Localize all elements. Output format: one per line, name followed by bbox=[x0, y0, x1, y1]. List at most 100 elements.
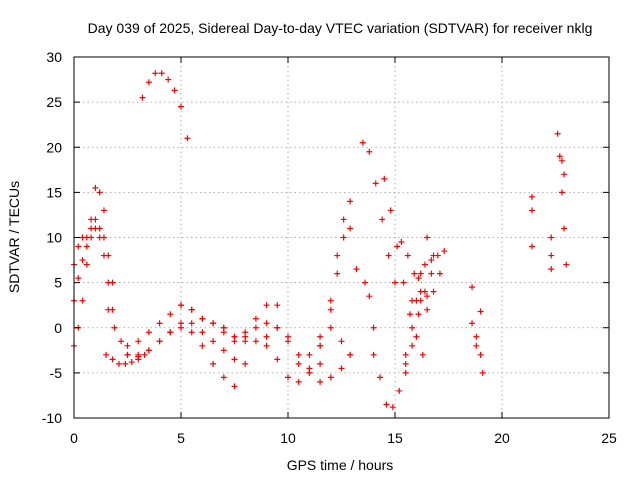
data-point bbox=[400, 279, 407, 286]
data-point bbox=[242, 360, 249, 367]
data-point bbox=[385, 252, 392, 259]
data-point bbox=[88, 216, 95, 223]
data-point bbox=[334, 270, 341, 277]
data-point bbox=[220, 329, 227, 336]
data-point bbox=[473, 333, 480, 340]
data-point bbox=[124, 351, 131, 358]
data-point bbox=[178, 320, 184, 327]
y-tick-label: 15 bbox=[46, 184, 62, 200]
data-point bbox=[274, 356, 281, 363]
data-point bbox=[263, 342, 270, 349]
data-point bbox=[370, 351, 377, 358]
data-point bbox=[252, 315, 259, 322]
data-point bbox=[415, 275, 422, 282]
data-point bbox=[141, 351, 148, 358]
data-point bbox=[135, 338, 142, 345]
data-point bbox=[402, 369, 409, 376]
data-point bbox=[263, 320, 270, 327]
y-tick-label: -10 bbox=[42, 410, 62, 426]
data-point bbox=[75, 275, 82, 282]
data-point bbox=[548, 266, 555, 273]
data-point bbox=[115, 360, 122, 367]
data-point bbox=[421, 288, 428, 295]
data-point bbox=[334, 252, 341, 259]
data-point bbox=[210, 320, 217, 327]
data-point bbox=[122, 360, 129, 367]
y-tick-label: 0 bbox=[54, 320, 62, 336]
data-point bbox=[347, 198, 354, 205]
data-point bbox=[409, 324, 416, 331]
y-tick-label: -5 bbox=[50, 365, 63, 381]
data-point bbox=[424, 306, 431, 313]
data-point bbox=[96, 225, 103, 232]
data-point bbox=[327, 374, 334, 381]
grid-lines bbox=[74, 57, 609, 418]
data-point bbox=[145, 79, 152, 86]
y-tick-label: 25 bbox=[46, 94, 62, 110]
data-point bbox=[124, 342, 131, 349]
data-point bbox=[220, 347, 227, 354]
data-point bbox=[398, 239, 405, 246]
data-point bbox=[199, 329, 206, 336]
data-point bbox=[392, 279, 398, 286]
data-point bbox=[402, 360, 409, 367]
data-point bbox=[556, 153, 563, 160]
data-point bbox=[295, 378, 302, 385]
data-point bbox=[377, 374, 384, 381]
data-point bbox=[441, 248, 448, 255]
data-point bbox=[231, 338, 238, 345]
data-point bbox=[381, 175, 388, 182]
data-point bbox=[152, 70, 159, 77]
data-point bbox=[105, 306, 112, 313]
data-point bbox=[317, 378, 324, 385]
data-point bbox=[428, 257, 435, 264]
y-tick-label: 30 bbox=[46, 49, 62, 65]
data-point bbox=[366, 293, 373, 300]
data-point bbox=[199, 315, 206, 322]
data-point bbox=[327, 306, 334, 313]
data-point bbox=[383, 401, 390, 408]
data-point bbox=[167, 311, 174, 318]
data-point bbox=[231, 383, 238, 390]
data-point bbox=[158, 70, 165, 77]
data-point bbox=[274, 324, 281, 331]
y-tick-label: 10 bbox=[46, 230, 62, 246]
data-point bbox=[528, 243, 535, 250]
data-point bbox=[156, 338, 163, 345]
data-point bbox=[145, 329, 152, 336]
data-point bbox=[178, 103, 184, 110]
data-points bbox=[71, 70, 570, 411]
data-point bbox=[171, 87, 178, 94]
data-point bbox=[394, 243, 401, 250]
data-point bbox=[317, 360, 324, 367]
data-point bbox=[111, 324, 118, 331]
data-point bbox=[128, 359, 135, 366]
data-point bbox=[100, 207, 107, 214]
data-point bbox=[263, 302, 270, 309]
data-point bbox=[109, 356, 116, 363]
data-point bbox=[558, 189, 565, 196]
data-point bbox=[554, 130, 561, 137]
data-point bbox=[156, 320, 163, 327]
data-point bbox=[118, 338, 125, 345]
data-point bbox=[178, 302, 184, 309]
data-point bbox=[184, 135, 191, 142]
data-point bbox=[347, 351, 354, 358]
data-point bbox=[419, 351, 426, 358]
data-point bbox=[79, 257, 86, 264]
data-point bbox=[165, 76, 172, 83]
data-point bbox=[252, 338, 259, 345]
data-point bbox=[306, 365, 313, 372]
data-point bbox=[417, 297, 424, 304]
axis-ticks bbox=[73, 56, 610, 419]
x-tick-label: 5 bbox=[177, 430, 185, 446]
data-point bbox=[469, 284, 476, 291]
data-point bbox=[424, 293, 431, 300]
data-point bbox=[366, 148, 373, 155]
data-point bbox=[103, 351, 110, 358]
data-point bbox=[83, 261, 90, 268]
data-point bbox=[379, 216, 386, 223]
data-point bbox=[338, 338, 345, 345]
data-point bbox=[436, 270, 443, 277]
